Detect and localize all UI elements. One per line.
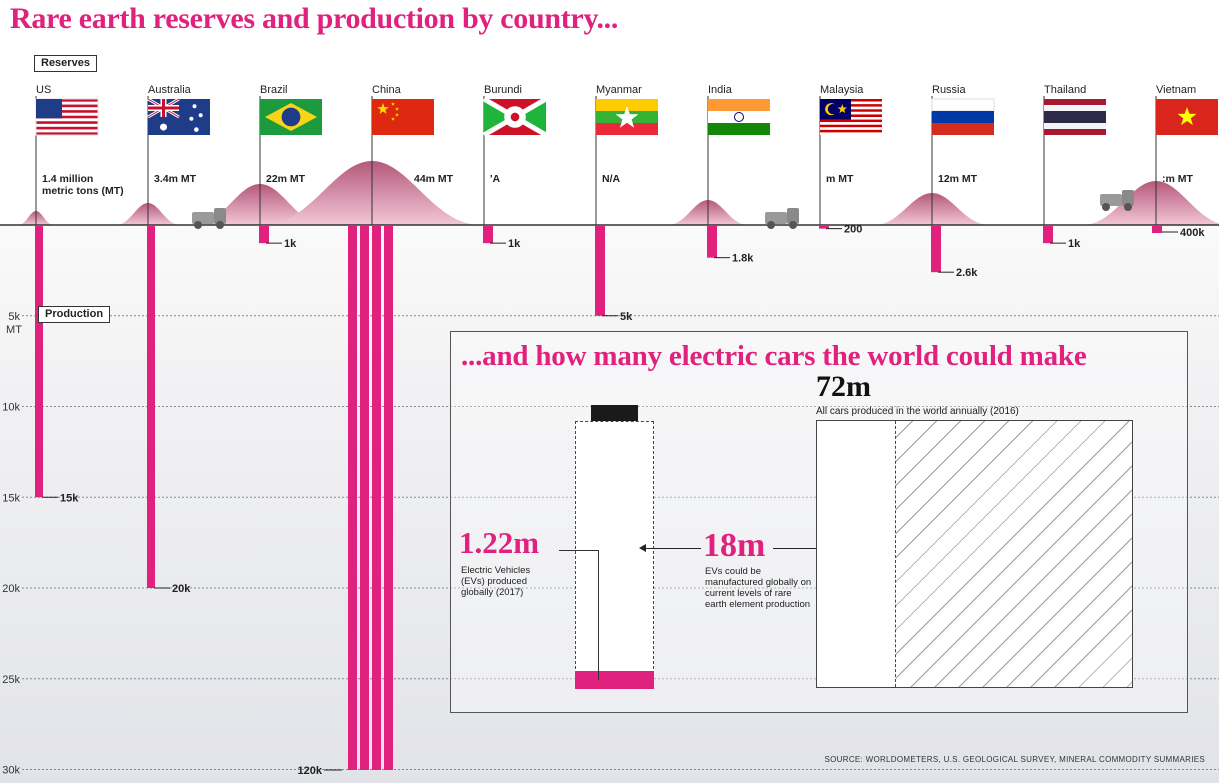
production-bar-india xyxy=(707,225,717,258)
russia-flag-icon xyxy=(931,98,995,135)
ev-produced-label: Electric Vehicles (EVs) produced globall… xyxy=(461,565,531,598)
ev-capacity-share xyxy=(817,421,896,687)
all-cars-value: 72m xyxy=(816,370,871,403)
country-name-myanmar: Myanmar xyxy=(596,84,642,96)
ev-produced-value: 1.22m xyxy=(459,525,540,560)
page-title: Rare earth reserves and production by co… xyxy=(10,2,619,35)
country-name-vietnam: Vietnam xyxy=(1156,84,1196,96)
reserves-legend-label: Reserves xyxy=(34,55,97,72)
country-name-australia: Australia xyxy=(148,84,192,96)
arrow-left-line xyxy=(641,548,701,549)
all-cars-label: All cars produced in the world annually … xyxy=(816,406,1019,417)
production-label-myanmar: 5k xyxy=(620,311,633,323)
ev-inset-panel: ...and how many electric cars the world … xyxy=(450,331,1188,713)
truck-icon xyxy=(765,208,799,229)
production-bar-myanmar xyxy=(595,225,605,316)
production-bar-vietnam xyxy=(1152,225,1162,233)
reserve-label-russia: 12m MT xyxy=(938,173,978,185)
ev-capacity-value: 18m xyxy=(703,527,766,564)
production-label-india: 1.8k xyxy=(732,253,754,265)
tick-label-25k: 25k xyxy=(2,674,20,686)
battery-fill-ev-2017 xyxy=(575,670,654,689)
all-cars-box xyxy=(816,420,1133,688)
source-note: SOURCE: WORLDOMETERS, U.S. GEOLOGICAL SU… xyxy=(824,755,1205,764)
reserve-label-australia: 3.4m MT xyxy=(154,173,197,185)
china-flag-icon xyxy=(372,99,434,135)
production-bar-china-4 xyxy=(384,225,393,770)
ev-callout-line-horizontal xyxy=(559,550,599,551)
country-name-thailand: Thailand xyxy=(1044,84,1086,96)
production-bar-china-2 xyxy=(360,225,369,770)
country-name-brazil: Brazil xyxy=(260,84,288,96)
vietnam-flag-icon xyxy=(1156,99,1218,135)
production-bar-china-1 xyxy=(348,225,357,770)
tick-label-5k: 5k xyxy=(8,311,20,323)
truck-icon xyxy=(192,208,226,229)
india-flag-icon xyxy=(708,99,770,135)
production-label-malaysia: 200 xyxy=(844,224,862,236)
production-label-australia: 20k xyxy=(172,583,191,595)
country-name-russia: Russia xyxy=(932,84,967,96)
thailand-flag-icon xyxy=(1044,99,1106,135)
brazil-flag-icon xyxy=(260,99,322,135)
reserve-label-china: 44m MT xyxy=(414,173,454,185)
ev-callout-line xyxy=(598,550,599,680)
country-name-malaysia: Malaysia xyxy=(820,84,864,96)
tick-label-10k: 10k xyxy=(2,402,20,414)
country-name-us: US xyxy=(36,84,51,96)
reserve-label-malaysia: m MT xyxy=(826,173,854,185)
production-bar-china-3 xyxy=(372,225,381,770)
us-flag-icon xyxy=(35,98,99,136)
tick-label-30k: 30k xyxy=(2,765,20,777)
battery-outline xyxy=(575,421,654,689)
production-bar-us xyxy=(35,225,43,498)
production-legend-label: Production xyxy=(38,306,111,323)
tick-label-15k: 15k xyxy=(2,492,20,504)
country-name-china: China xyxy=(372,84,402,96)
reserve-label-us: 1.4 million metric tons (MT) xyxy=(42,173,124,197)
reserve-label-vietnam: :m MT xyxy=(1162,173,1193,185)
production-bar-russia xyxy=(931,225,941,273)
arrow-right-line xyxy=(773,548,845,549)
truck-icon xyxy=(1100,190,1134,211)
production-label-china: 120k xyxy=(298,765,323,777)
production-bar-burundi xyxy=(483,225,493,244)
battery-cap xyxy=(591,405,638,422)
production-label-brazil: 1k xyxy=(284,238,297,250)
production-bar-thailand xyxy=(1043,225,1053,244)
reserve-label-myanmar: N/A xyxy=(602,173,621,185)
burundi-flag-icon xyxy=(482,96,548,138)
country-name-india: India xyxy=(708,84,733,96)
production-bar-malaysia xyxy=(819,225,829,229)
production-label-us: 15k xyxy=(60,492,79,504)
axis-unit: MT xyxy=(6,324,22,336)
production-label-burundi: 1k xyxy=(508,238,521,250)
production-label-thailand: 1k xyxy=(1068,238,1081,250)
reserve-label-brazil: 22m MT xyxy=(266,173,306,185)
ev-capacity-label: EVs could be manufactured globally on cu… xyxy=(705,566,812,610)
country-name-burundi: Burundi xyxy=(484,84,522,96)
production-label-vietnam: 400k xyxy=(1180,227,1205,239)
inset-title: ...and how many electric cars the world … xyxy=(461,340,1087,372)
production-bar-australia xyxy=(147,225,155,588)
production-label-russia: 2.6k xyxy=(956,267,978,279)
myanmar-flag-icon xyxy=(596,99,658,135)
reserve-mound-vietnam xyxy=(1082,181,1219,225)
australia-flag-icon xyxy=(147,97,210,135)
tick-label-20k: 20k xyxy=(2,583,20,595)
reserve-label-burundi: 'A xyxy=(490,173,500,185)
malaysia-flag-icon xyxy=(820,99,882,135)
production-bar-brazil xyxy=(259,225,269,244)
